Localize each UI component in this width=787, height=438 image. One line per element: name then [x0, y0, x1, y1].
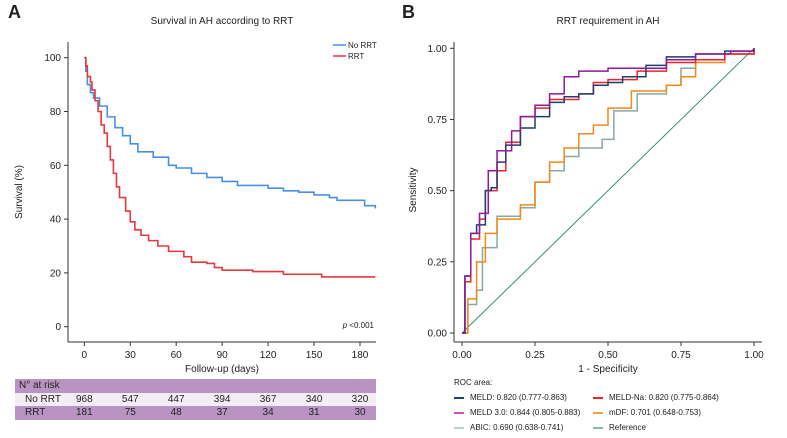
y-tick-label: 80: [50, 107, 62, 118]
roc-curve-reference: [461, 47, 755, 334]
legend-title: ROC area:: [454, 378, 493, 387]
x-tick-label: 0.25: [525, 350, 545, 361]
x-tick-label: 0.50: [598, 350, 618, 361]
x-tick-label: 1.00: [744, 350, 764, 361]
legend-label: RRT: [348, 52, 364, 61]
risk-cell: 31: [308, 407, 320, 418]
legend-swatch: [454, 397, 464, 399]
y-axis-label: Survival (%): [14, 165, 25, 219]
number-at-risk-table: N° at risk No RRT 968 547 447 394 367 340 320 …: [15, 379, 376, 420]
y-tick-label: 0.25: [428, 257, 448, 268]
risk-cell: 37: [216, 407, 228, 418]
legend-label: Reference: [609, 423, 646, 432]
y-tick-label: 60: [50, 161, 62, 172]
x-tick-label: 180: [352, 350, 369, 361]
x-tick-label: 120: [260, 350, 277, 361]
risk-cell: 75: [124, 407, 136, 418]
roc-curve-meld-3-0: [462, 48, 755, 334]
legend-meld-na: MELD-Na: 0.820 (0.775-0.864): [593, 393, 719, 402]
x-axis-label: Follow-up (days): [185, 364, 259, 375]
risk-table-title: N° at risk: [19, 380, 60, 391]
legend-meld: MELD: 0.820 (0.777-0.863): [454, 393, 567, 402]
risk-row-rrt: RRT 181 75 48 37 34 31 30: [15, 406, 376, 420]
roc-curve-mdf: [462, 48, 755, 334]
legend-label: MELD: 0.820 (0.777-0.863): [470, 393, 567, 402]
risk-cell: 367: [259, 393, 277, 405]
x-tick-label: 60: [171, 350, 183, 361]
x-tick-label: 30: [125, 350, 137, 361]
survival-curve-rrt: [84, 56, 376, 278]
x-axis-label: 1 - Specificity: [578, 364, 637, 375]
p-value-annotation: p <0.001: [342, 321, 375, 330]
risk-cell: 547: [121, 393, 139, 405]
risk-cell: 447: [167, 393, 185, 405]
risk-cell: 34: [262, 407, 274, 418]
chart-title: RRT requirement in AH: [556, 16, 659, 27]
legend-label: MELD-Na: 0.820 (0.775-0.864): [609, 393, 719, 402]
legend-mdf: mDF: 0.701 (0.648-0.753): [593, 408, 701, 417]
y-tick-label: 0.00: [428, 329, 448, 340]
legend-swatch: [593, 427, 603, 429]
survival-curve-no-rrt: [84, 56, 377, 209]
x-tick-label: 90: [217, 350, 229, 361]
risk-cell: 968: [75, 393, 93, 405]
legend-swatch: [454, 412, 464, 414]
legend-abic: ABIC: 0.690 (0.638-0.741): [454, 423, 563, 432]
x-tick-label: 0.00: [452, 350, 472, 361]
risk-row-label: RRT: [25, 407, 46, 418]
y-tick-label: 1.00: [428, 44, 448, 55]
y-tick-label: 20: [50, 268, 62, 279]
y-tick-label: 100: [44, 53, 61, 64]
legend-swatch: [593, 412, 603, 414]
x-tick-label: 0.75: [671, 350, 691, 361]
risk-cell: 340: [305, 393, 323, 405]
x-tick-label: 0: [82, 350, 88, 361]
risk-cell: 181: [75, 407, 93, 418]
panel-letter-b: B: [402, 2, 415, 22]
chart-title: Survival in AH according to RRT: [151, 16, 294, 27]
legend-label: mDF: 0.701 (0.648-0.753): [609, 408, 702, 417]
risk-cell: 30: [354, 407, 366, 418]
legend-label: ABIC: 0.690 (0.638-0.741): [470, 423, 564, 432]
legend-swatch: [454, 427, 464, 429]
panel-letter-a: A: [8, 2, 21, 22]
risk-cell: 320: [351, 393, 369, 405]
legend-label: MELD 3.0: 0.844 (0.805-0.883): [470, 408, 581, 417]
y-tick-label: 0: [55, 322, 61, 333]
risk-cell: 48: [170, 407, 182, 418]
risk-cell: 394: [213, 393, 231, 405]
risk-row-label: No RRT: [25, 393, 61, 405]
risk-row-no-rrt: No RRT 968 547 447 394 367 340 320: [15, 392, 376, 406]
legend-reference: Reference: [593, 423, 646, 432]
legend-swatch: [593, 397, 603, 399]
risk-table-header: N° at risk: [15, 379, 376, 393]
y-tick-label: 0.50: [428, 186, 448, 197]
x-tick-label: 150: [306, 350, 323, 361]
y-tick-label: 40: [50, 215, 62, 226]
y-axis-label: Sensitivity: [408, 167, 419, 212]
y-tick-label: 0.75: [428, 115, 448, 126]
legend-label: No RRT: [348, 41, 377, 50]
legend-meld3: MELD 3.0: 0.844 (0.805-0.883): [454, 408, 580, 417]
